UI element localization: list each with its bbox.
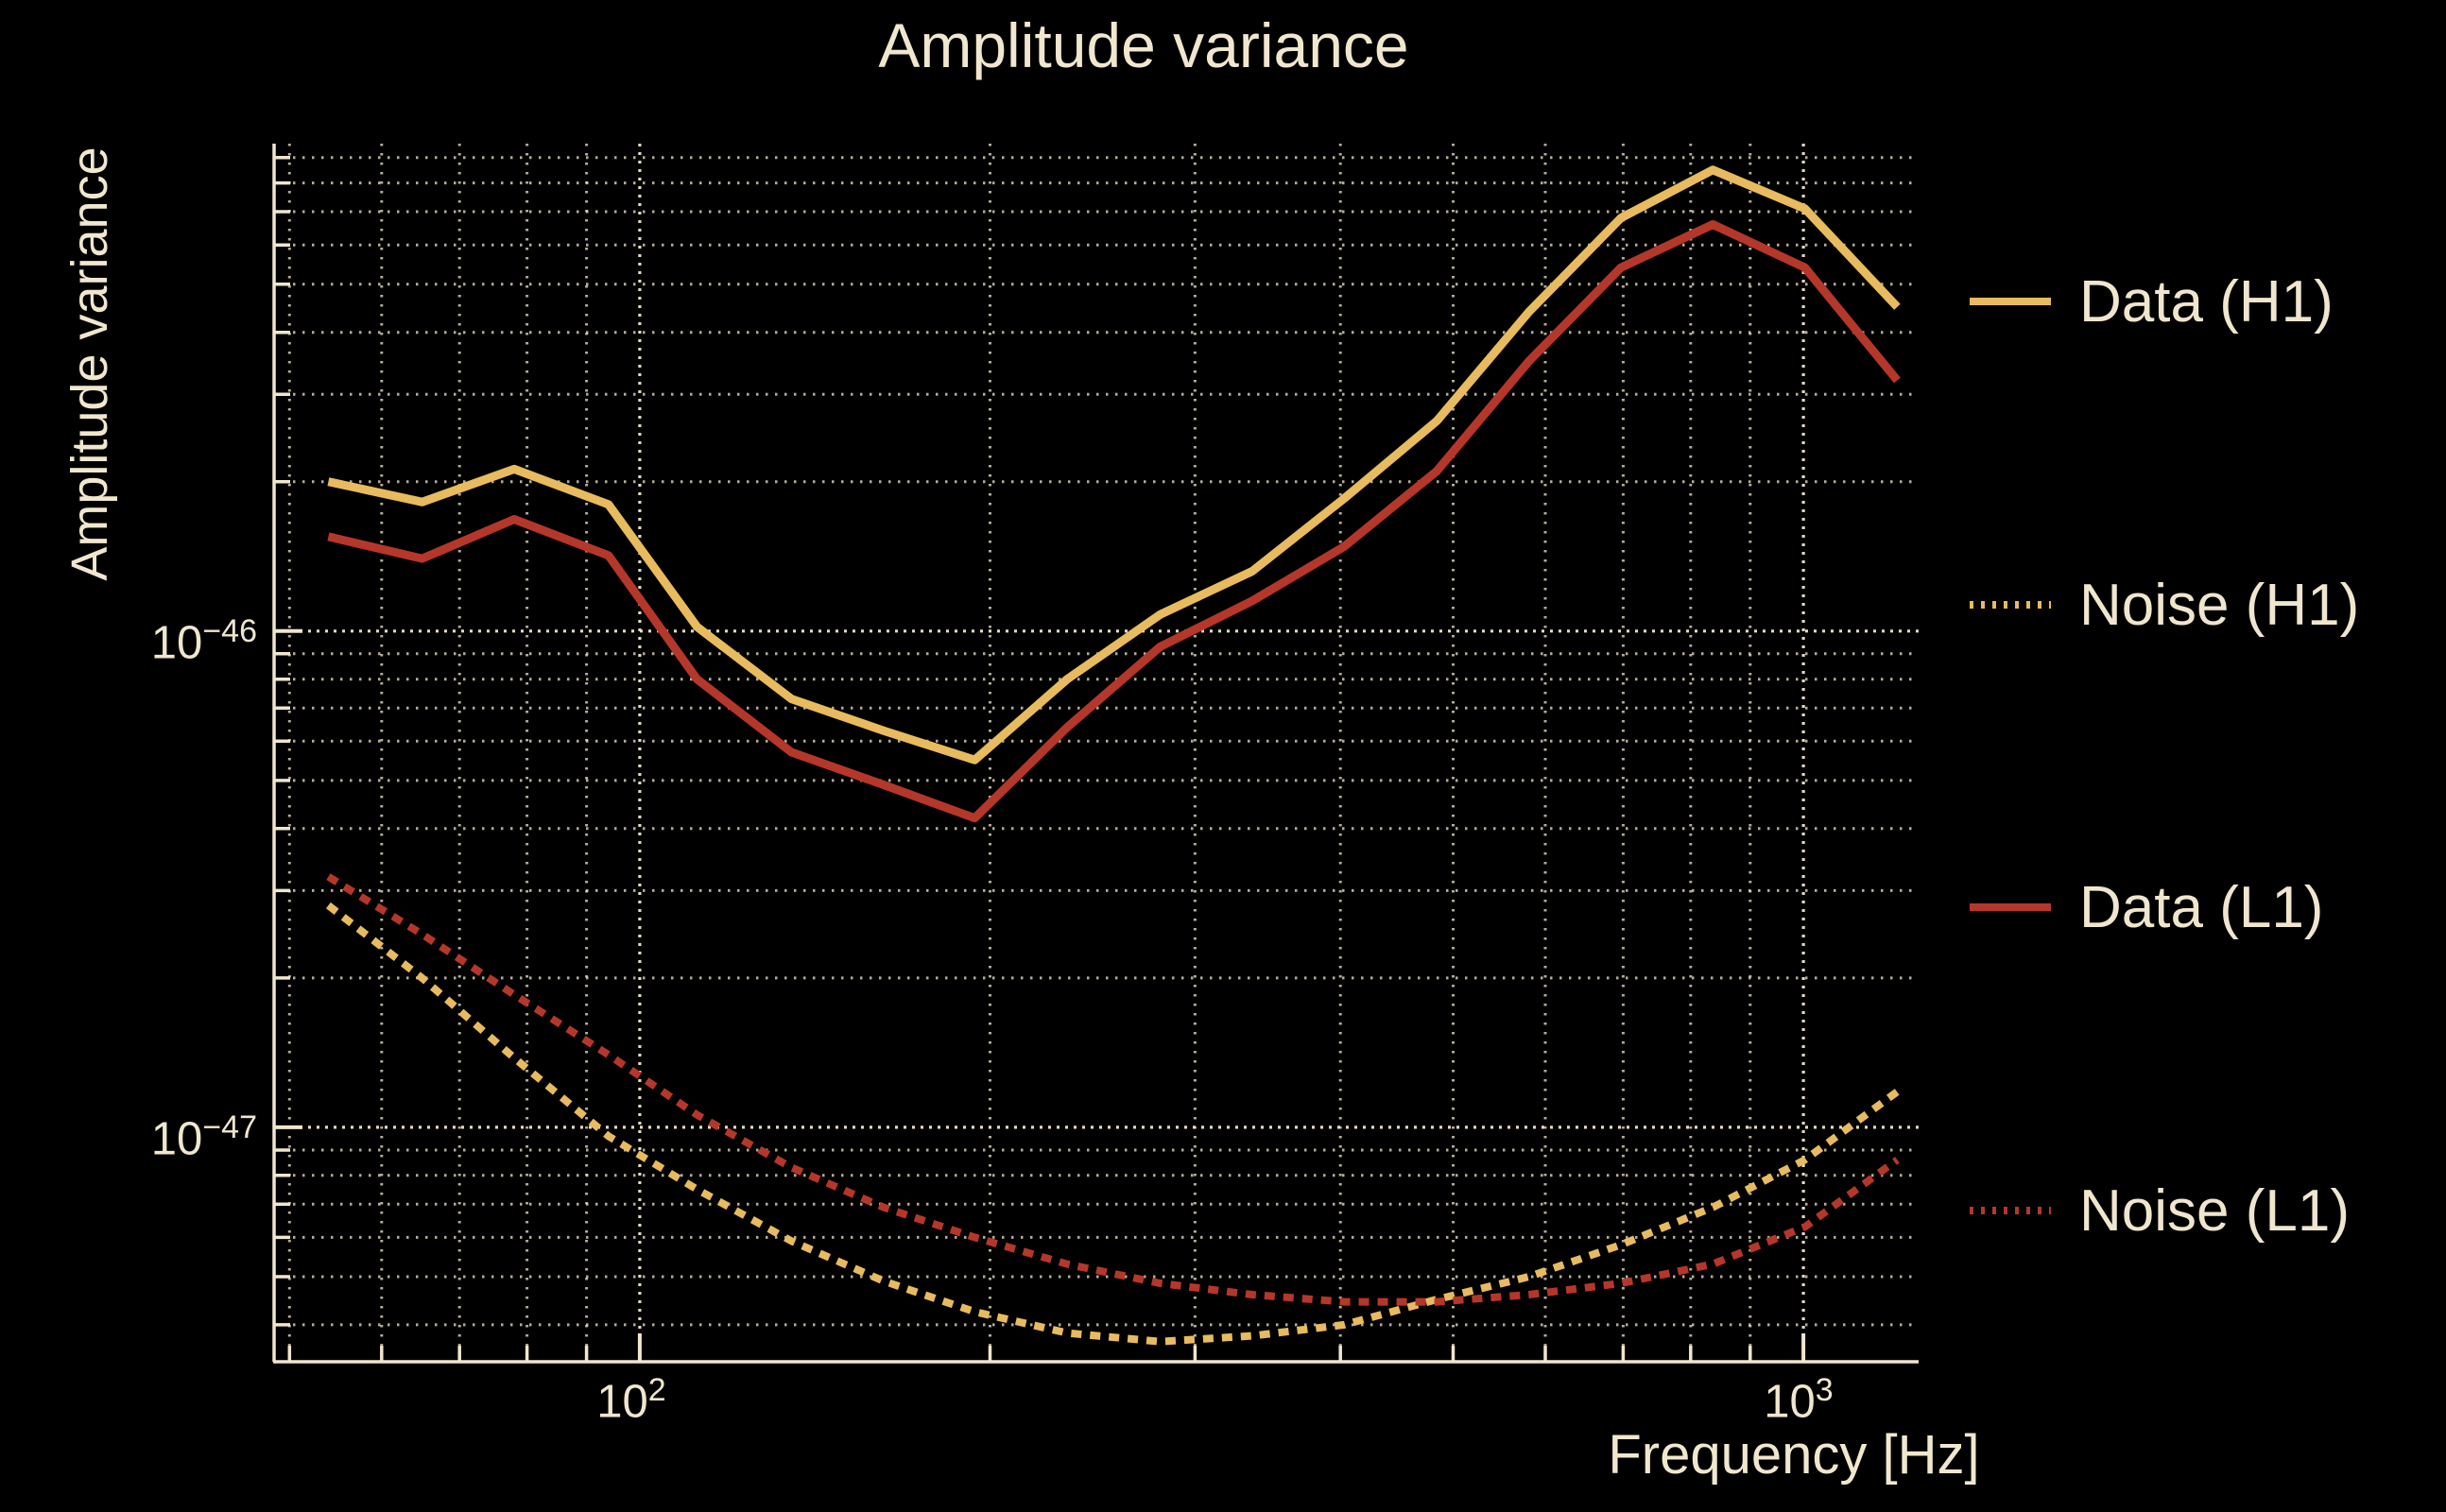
legend-label: Noise (H1) [2079,572,2360,638]
grid [274,144,1919,1362]
legend-entry-noise-h1: Noise (H1) [1968,561,2359,648]
axes-spines [272,144,1919,1364]
series-line-0 [327,165,1901,765]
tick-marks [274,155,1806,1362]
legend-entry-noise-l1: Noise (L1) [1968,1167,2350,1254]
series-line-2 [327,220,1901,823]
x-axis-label: Frequency [Hz] [1608,1424,1980,1486]
y-tick-label-1e-46: 10−46 [150,613,257,669]
legend-label: Data (L1) [2079,874,2324,940]
legend-entry-data-h1: Data (H1) [1968,258,2334,345]
x-tick-label-100: 102 [596,1372,666,1428]
legend-entry-data-l1: Data (L1) [1968,864,2323,951]
legend-label: Noise (L1) [2079,1177,2350,1244]
legend-line-dotted-l1-icon [1970,1207,2051,1214]
x-tick-label-1000: 103 [1764,1372,1834,1428]
legend-label: Data (H1) [2079,268,2334,335]
series-line-3 [326,873,1900,1306]
y-tick-label-1e-47: 10−47 [150,1109,257,1165]
legend-line-solid-l1-icon [1970,903,2051,911]
legend-line-solid-h1-icon [1970,298,2051,305]
chart-title: Amplitude variance [878,10,1409,80]
series-line-1 [325,902,1900,1346]
legend-line-dotted-h1-icon [1970,601,2051,609]
